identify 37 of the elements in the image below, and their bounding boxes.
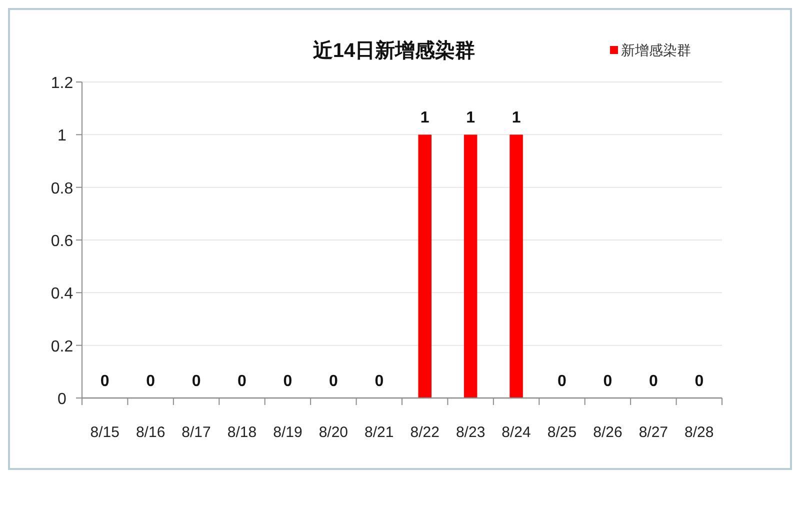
data-label: 0: [694, 373, 704, 390]
data-label: 0: [328, 373, 338, 390]
data-label: 0: [192, 373, 201, 390]
y-tick-label: 1: [58, 128, 67, 145]
x-tick-label: 8/20: [318, 424, 348, 441]
x-tick-label: 8/26: [593, 424, 622, 441]
y-tick-label: 0.4: [50, 286, 74, 303]
y-tick-label: 0.6: [50, 233, 74, 250]
data-label: 1: [512, 110, 521, 127]
y-tick-label: 0: [58, 391, 67, 408]
y-tick-label: 0.2: [50, 338, 74, 356]
data-label: 0: [283, 373, 292, 390]
data-label: 1: [466, 110, 476, 127]
y-tick-label: 0.8: [50, 180, 74, 198]
x-tick-label: 8/25: [547, 424, 577, 441]
data-label: 0: [603, 373, 612, 390]
x-tick-label: 8/17: [182, 424, 211, 441]
x-tick-label: 8/18: [227, 424, 257, 441]
data-label: 0: [238, 373, 247, 390]
data-label: 0: [146, 373, 156, 390]
x-tick-label: 8/22: [410, 424, 440, 441]
x-tick-label: 8/27: [638, 424, 668, 441]
data-label: 0: [374, 373, 384, 390]
data-label: 1: [420, 110, 430, 127]
x-tick-label: 8/19: [273, 424, 302, 441]
x-tick-label: 8/23: [456, 424, 486, 441]
data-label: 0: [100, 373, 110, 390]
x-tick-label: 8/24: [502, 424, 531, 441]
legend-label: 新增感染群: [621, 43, 691, 59]
x-tick-label: 8/16: [136, 424, 166, 441]
x-tick-label: 8/21: [364, 424, 394, 441]
y-tick-label: 1.2: [50, 75, 74, 92]
data-label: 0: [558, 373, 567, 390]
chart-title: 近14日新增感染群: [312, 39, 476, 62]
x-tick-label: 8/28: [684, 424, 714, 441]
x-tick-label: 8/15: [90, 424, 120, 441]
data-label: 0: [648, 373, 658, 390]
